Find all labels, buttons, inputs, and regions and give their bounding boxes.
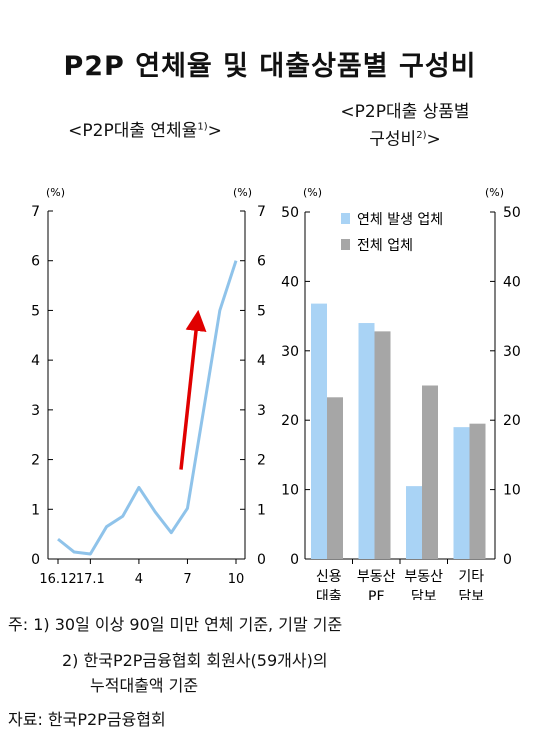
right-subtitle-close: > xyxy=(426,129,441,150)
y-tick-label: 7 xyxy=(257,204,266,220)
chart-title: P2P 연체율 및 대출상품별 구성비 xyxy=(63,51,477,82)
left-subtitle-note: 1) xyxy=(197,121,208,133)
y-unit-label: (%) xyxy=(233,186,252,199)
legend-label: 연체 발생 업체 xyxy=(357,212,443,228)
y-tick-label: 50 xyxy=(503,205,521,221)
delinquency-rate-line xyxy=(57,260,238,556)
bar-delinquent-firms xyxy=(453,427,470,559)
y-unit-label: (%) xyxy=(485,186,504,199)
legend-swatch xyxy=(341,239,350,250)
y-tick-label: 1 xyxy=(257,502,266,518)
bar-delinquent-firms xyxy=(406,486,422,559)
y-tick-label: 2 xyxy=(31,453,40,469)
right-subtitle-line1: <P2P대출 상품별 xyxy=(340,102,470,122)
bar-all-firms xyxy=(327,397,343,559)
y-tick-label: 4 xyxy=(31,353,40,369)
left-line-chart: 000111222333444555666777(%)(%)16.1217.14… xyxy=(0,186,266,587)
left-subtitle-close: > xyxy=(207,121,222,141)
category-label: 부동산 xyxy=(357,569,396,585)
footnote-2: 2) 한국P2P금융협회 회원사(59개사)의 xyxy=(62,651,328,670)
y-tick-label: 3 xyxy=(31,403,40,419)
y-tick-label: 10 xyxy=(503,483,521,499)
y-tick-label: 30 xyxy=(503,344,521,360)
y-unit-label: (%) xyxy=(303,186,322,199)
x-tick-label: 10 xyxy=(228,572,245,587)
y-tick-label: 7 xyxy=(31,204,40,220)
category-label: 기타 xyxy=(458,569,484,585)
category-label: 대출 xyxy=(316,589,342,600)
footnote-1: 주: 1) 30일 이상 90일 미만 연체 기준, 기말 기준 xyxy=(8,615,343,634)
category-label: 담보 xyxy=(458,589,484,600)
y-tick-label: 20 xyxy=(503,413,521,429)
legend-swatch xyxy=(341,213,350,224)
y-tick-label: 10 xyxy=(281,483,299,499)
right-chart-subtitle: <P2P대출 상품별 구성비2)> xyxy=(290,100,520,152)
y-tick-label: 5 xyxy=(257,303,266,319)
right-subtitle-text: 구성비 xyxy=(369,129,417,150)
chart-canvas: 000111222333444555666777(%)(%)16.1217.14… xyxy=(0,186,521,600)
trend-arrow xyxy=(179,309,207,470)
y-unit-label: (%) xyxy=(46,186,65,199)
y-tick-label: 6 xyxy=(257,254,266,270)
category-label: PF xyxy=(368,589,385,600)
y-tick-label: 1 xyxy=(31,502,40,518)
category-label: 신용 xyxy=(316,569,342,585)
y-tick-label: 4 xyxy=(257,353,266,369)
legend-label: 전체 업체 xyxy=(357,238,413,254)
bar-all-firms xyxy=(469,423,486,559)
right-subtitle-note: 2) xyxy=(416,130,427,141)
y-tick-label: 50 xyxy=(281,205,299,221)
y-tick-label: 40 xyxy=(281,274,299,290)
x-tick-label: 4 xyxy=(135,572,143,587)
y-tick-label: 0 xyxy=(290,552,299,568)
y-tick-label: 3 xyxy=(257,403,266,419)
left-subtitle-text: <P2P대출 연체율 xyxy=(68,121,198,141)
bar-delinquent-firms xyxy=(311,303,327,559)
right-subtitle-line2: 구성비2)> xyxy=(290,124,520,152)
x-tick-label: 17.1 xyxy=(76,572,105,587)
y-tick-label: 20 xyxy=(281,413,299,429)
bar-all-firms xyxy=(422,385,438,559)
source-note: 자료: 한국P2P금융협회 xyxy=(8,710,166,729)
footnote-2-cont: 누적대출액 기준 xyxy=(90,676,199,695)
category-label: 부동산 xyxy=(404,569,443,585)
y-tick-label: 6 xyxy=(31,254,40,270)
x-tick-label: 16.12 xyxy=(39,572,76,587)
category-label: 담보 xyxy=(411,589,437,600)
y-tick-label: 0 xyxy=(257,552,266,568)
bar-delinquent-firms xyxy=(358,323,375,559)
y-tick-label: 40 xyxy=(503,274,521,290)
y-tick-label: 0 xyxy=(31,552,40,568)
left-chart-subtitle: <P2P대출 연체율1)> xyxy=(30,116,260,141)
y-tick-label: 0 xyxy=(503,552,512,568)
y-tick-label: 2 xyxy=(257,453,266,469)
y-tick-label: 30 xyxy=(281,344,299,360)
y-tick-label: 5 xyxy=(31,303,40,319)
bar-all-firms xyxy=(374,331,391,559)
x-tick-label: 7 xyxy=(183,572,191,587)
